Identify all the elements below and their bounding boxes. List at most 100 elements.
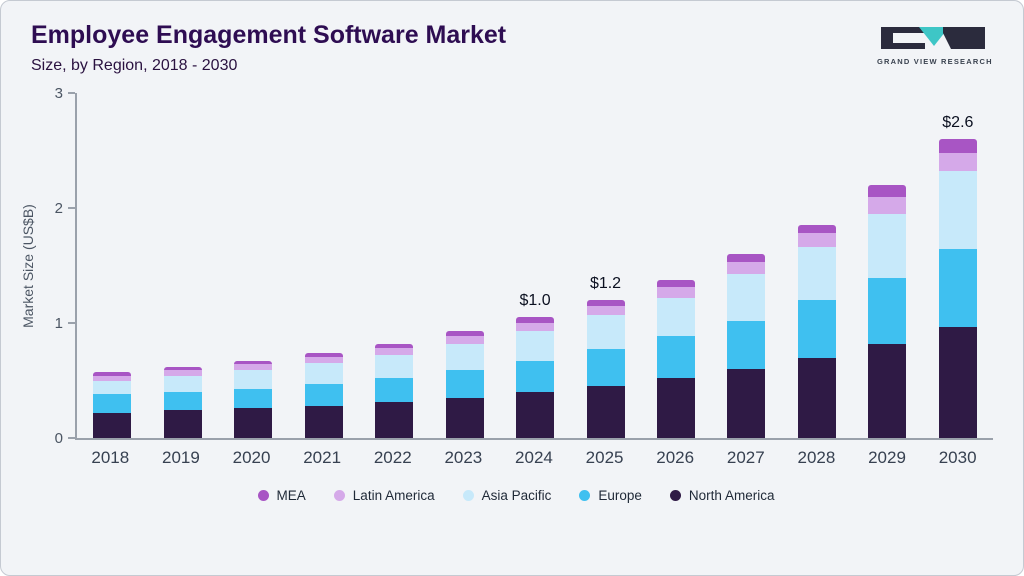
brand-logo-text: GRAND VIEW RESEARCH xyxy=(877,57,993,66)
bar-segment-asia-pacific xyxy=(304,363,343,384)
legend-item-north-america: North America xyxy=(669,488,775,503)
bar-segment-europe xyxy=(797,300,836,358)
bar-segment-asia-pacific xyxy=(93,380,132,395)
bar-segment-north-america xyxy=(797,357,836,438)
bar-segment-north-america xyxy=(163,410,202,438)
bar-column xyxy=(288,93,358,438)
legend-label: Europe xyxy=(598,488,642,503)
bar-stack xyxy=(797,225,836,438)
bar-segment-europe xyxy=(727,320,766,369)
grand-view-research-logo-icon xyxy=(881,27,985,49)
y-axis-title-text: Market Size (US$B) xyxy=(20,203,37,328)
bar-segment-latin-america xyxy=(727,262,766,274)
bar-value-label: $1.2 xyxy=(589,274,622,292)
x-axis-labels: 2018 2019 2020 2021 2022 2023 2024 2025 2026 2027… xyxy=(75,448,993,468)
bar-segment-mea xyxy=(727,254,766,263)
bar-column xyxy=(429,93,499,438)
x-axis-label: 2018 xyxy=(91,448,130,467)
bar-stack xyxy=(375,343,414,438)
bar-column: $2.6 xyxy=(923,93,993,438)
bar-segment-north-america xyxy=(656,378,695,438)
bar-segment-europe xyxy=(586,349,625,387)
bar-value-label: $1.0 xyxy=(519,292,551,310)
bar-segment-mea xyxy=(163,366,202,371)
bar-segment-asia-pacific xyxy=(868,213,907,279)
legend-dot-icon xyxy=(462,490,474,501)
bar-column xyxy=(782,93,852,438)
y-tick-mark xyxy=(68,322,75,324)
x-axis-label: 2023 xyxy=(444,448,483,467)
bar-stack xyxy=(93,372,132,438)
bar-segment-mea xyxy=(516,317,555,323)
bar-segment-europe xyxy=(93,394,132,413)
bar-stack xyxy=(656,280,695,438)
bar-column xyxy=(147,93,217,438)
bar-segment-europe xyxy=(868,278,907,344)
bar-segment-asia-pacific xyxy=(516,331,555,361)
x-axis-label: 2020 xyxy=(232,448,271,467)
plot-area: $1.0 $1.2 $2.6 xyxy=(75,93,993,440)
bar-column: $1.0 xyxy=(500,93,570,438)
legend-label: Latin America xyxy=(352,488,435,503)
x-axis: 2018 2019 2020 2021 2022 2023 2024 2025 2026 2027… xyxy=(39,448,993,468)
bar-segment-north-america xyxy=(727,369,766,438)
bar-segment-europe xyxy=(445,370,484,398)
bar-segment-latin-america xyxy=(586,305,625,315)
bar-segment-north-america xyxy=(93,412,132,438)
bar-segment-asia-pacific xyxy=(234,370,273,389)
bar-segment-latin-america xyxy=(656,287,695,298)
bar-segment-north-america xyxy=(304,405,343,438)
bar-segment-latin-america xyxy=(163,370,202,376)
bar-stack xyxy=(516,317,555,438)
x-axis-label: 2030 xyxy=(938,448,977,467)
legend-label: North America xyxy=(688,488,775,503)
bar-column xyxy=(641,93,711,438)
bar-segment-asia-pacific xyxy=(445,343,484,371)
bar-value-label: $2.6 xyxy=(942,114,974,132)
bar-segment-europe xyxy=(938,249,977,327)
y-tick-label: 2 xyxy=(54,200,63,217)
bar-stack xyxy=(938,139,977,438)
legend-dot-icon xyxy=(669,490,681,501)
bar-segment-mea xyxy=(304,352,343,358)
bar-segment-asia-pacific xyxy=(727,273,766,321)
legend-dot-icon xyxy=(579,490,591,501)
x-axis-label: 2028 xyxy=(797,448,836,467)
bar-segment-asia-pacific xyxy=(163,375,202,393)
bar-stack xyxy=(234,360,273,438)
bar-segment-europe xyxy=(304,383,343,406)
bar-stack xyxy=(727,254,766,438)
brand-logo: GRAND VIEW RESEARCH xyxy=(877,21,993,66)
y-tick-label: 3 xyxy=(54,85,63,102)
bar-segment-north-america xyxy=(375,402,414,438)
bar-segment-mea xyxy=(234,360,273,365)
header: Employee Engagement Software Market Size… xyxy=(1,1,1023,79)
bar-segment-europe xyxy=(516,360,555,392)
bar-segment-europe xyxy=(375,378,414,403)
legend-dot-icon xyxy=(333,490,345,501)
bar-segment-north-america xyxy=(234,408,273,438)
bar-segment-north-america xyxy=(938,326,977,438)
bar-stack xyxy=(445,331,484,438)
legend-dot-icon xyxy=(257,490,269,501)
bar-segment-latin-america xyxy=(868,196,907,214)
bar-segment-asia-pacific xyxy=(586,314,625,350)
bar-segment-europe xyxy=(163,392,202,411)
page-title: Employee Engagement Software Market xyxy=(31,21,507,49)
y-axis-title: Market Size (US$B) xyxy=(17,93,39,438)
y-tick-mark xyxy=(68,437,75,439)
y-tick-label: 0 xyxy=(54,430,63,447)
x-axis-label: 2024 xyxy=(515,448,553,467)
bar-segment-mea xyxy=(797,225,836,234)
bar-segment-mea xyxy=(656,280,695,288)
bar-stack xyxy=(304,352,343,438)
bar-column xyxy=(711,93,781,438)
chart: Market Size (US$B) 0 1 2 3 $1.0 $1.2 $2.6 201… xyxy=(1,79,1023,503)
legend-item-latin-america: Latin America xyxy=(333,488,435,503)
bar-column: $1.2 xyxy=(570,93,640,438)
bar-stack xyxy=(163,366,202,438)
legend-item-europe: Europe xyxy=(579,488,642,503)
bar-segment-asia-pacific xyxy=(375,355,414,379)
x-axis-label: 2022 xyxy=(373,448,412,467)
